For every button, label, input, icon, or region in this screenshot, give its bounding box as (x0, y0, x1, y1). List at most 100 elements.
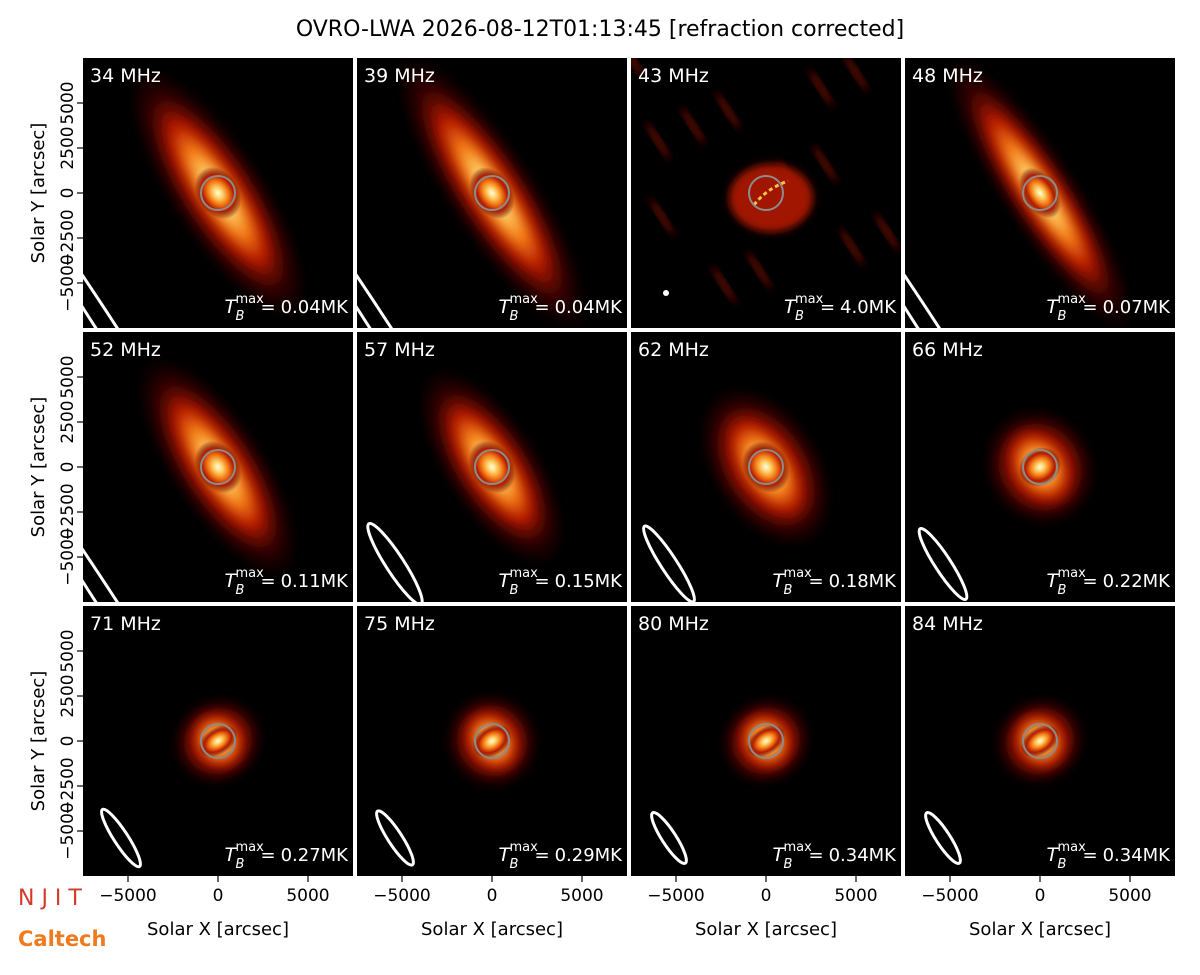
y-tick-label: −2500 (58, 209, 78, 267)
tb-max: 0.34MK (829, 845, 898, 866)
y-tick-label: −5000 (58, 802, 78, 860)
tb-sub: B (509, 583, 518, 598)
tb-sup: max (509, 566, 538, 581)
y-tick-label: 5000 (58, 81, 78, 124)
streak (808, 69, 834, 107)
image (917, 406, 1098, 601)
tb-sub: B (235, 583, 244, 598)
tb-sup: max (795, 292, 824, 307)
beam (375, 809, 415, 867)
y-tick-label: 0 (58, 188, 78, 199)
y-tick-label: 0 (58, 462, 78, 473)
x-tick-label: 5000 (1108, 886, 1151, 906)
frequency-label: 57 MHz (364, 339, 435, 361)
frequency-label: 80 MHz (638, 613, 709, 635)
frequency-label: 39 MHz (364, 65, 435, 87)
y-axis-label: Solar Y [arcsec] (28, 123, 49, 264)
image (100, 695, 266, 869)
tb-sub: B (509, 309, 518, 324)
tb-symbol: T (224, 296, 237, 318)
tb-sub: B (235, 309, 244, 324)
tb-sup: max (235, 840, 264, 855)
solar-disk (1022, 723, 1058, 759)
tb-eq: = (260, 845, 275, 866)
beam (924, 811, 962, 865)
tb-max: 0.15MK (555, 571, 624, 592)
tb-max-label: = 4.0MK (820, 297, 897, 318)
tb-max-label: = 0.29MK (534, 845, 623, 866)
y-axis-label: Solar Y [arcsec] (28, 671, 49, 812)
tb-max-label: = 0.04MK (534, 297, 623, 318)
frequency-label: 84 MHz (912, 613, 983, 635)
chart-title: OVRO-LWA 2026-08-12T01:13:45 [refraction… (296, 17, 904, 42)
tb-symbol: T (1046, 570, 1059, 592)
x-axis-label: Solar X [arcsec] (695, 919, 837, 940)
tb-sub: B (509, 857, 518, 872)
tb-symbol: T (1046, 296, 1059, 318)
y-tick-label: 5000 (58, 629, 78, 672)
tb-symbol: T (1046, 844, 1059, 866)
x-tick-label: −5000 (921, 886, 979, 906)
tb-sup: max (235, 292, 264, 307)
tb-max-label: = 0.22MK (1082, 571, 1171, 592)
streak (746, 251, 772, 289)
tb-symbol: T (498, 844, 511, 866)
tb-max-label: = 0.34MK (1082, 845, 1171, 866)
image (366, 367, 567, 602)
streak (812, 145, 838, 183)
solar-disk (748, 175, 784, 211)
tb-max-label: = 0.11MK (260, 571, 349, 592)
tb-sup: max (1057, 840, 1086, 855)
tb-max-label: = 0.07MK (1082, 297, 1171, 318)
frequency-label: 62 MHz (638, 339, 709, 361)
image (924, 695, 1088, 865)
tb-sup: max (783, 566, 812, 581)
streak (631, 58, 644, 77)
tb-sup: max (1057, 292, 1086, 307)
tb-eq: = (1082, 297, 1097, 318)
y-tick-label: 5000 (58, 355, 78, 398)
tb-eq: = (260, 571, 275, 592)
tb-max: 0.04MK (555, 297, 624, 318)
tb-eq: = (808, 845, 823, 866)
tb-max-label: = 0.04MK (260, 297, 349, 318)
tb-sub: B (1057, 857, 1066, 872)
x-tick-label: −5000 (99, 886, 157, 906)
tb-max-label: = 0.27MK (260, 845, 349, 866)
frequency-label: 52 MHz (90, 339, 161, 361)
beam (100, 807, 142, 869)
image (642, 385, 834, 602)
solar-disk (748, 449, 784, 485)
tb-symbol: T (224, 570, 237, 592)
tb-eq: = (1082, 571, 1097, 592)
tb-eq: = (1082, 845, 1097, 866)
solar-disk (748, 723, 784, 759)
frequency-label: 75 MHz (364, 613, 435, 635)
beam (642, 524, 696, 602)
tb-sub: B (235, 857, 244, 872)
streak (680, 107, 706, 145)
emission-core (1020, 724, 1060, 758)
solar-disk (474, 449, 510, 485)
tb-max: 0.11MK (281, 571, 350, 592)
y-tick-label: −5000 (58, 528, 78, 586)
y-tick-label: 2500 (58, 674, 78, 717)
tb-sub: B (1057, 583, 1066, 598)
x-tick-label: 0 (761, 886, 772, 906)
x-axis-label: Solar X [arcsec] (147, 919, 289, 940)
tb-sub: B (783, 583, 792, 598)
tb-sup: max (235, 566, 264, 581)
tb-max: 0.18MK (829, 571, 898, 592)
solar-disk (474, 723, 510, 759)
image (375, 691, 541, 867)
streak (645, 122, 671, 160)
tb-sup: max (509, 292, 538, 307)
image (83, 354, 300, 602)
solar-disk (1022, 449, 1058, 485)
